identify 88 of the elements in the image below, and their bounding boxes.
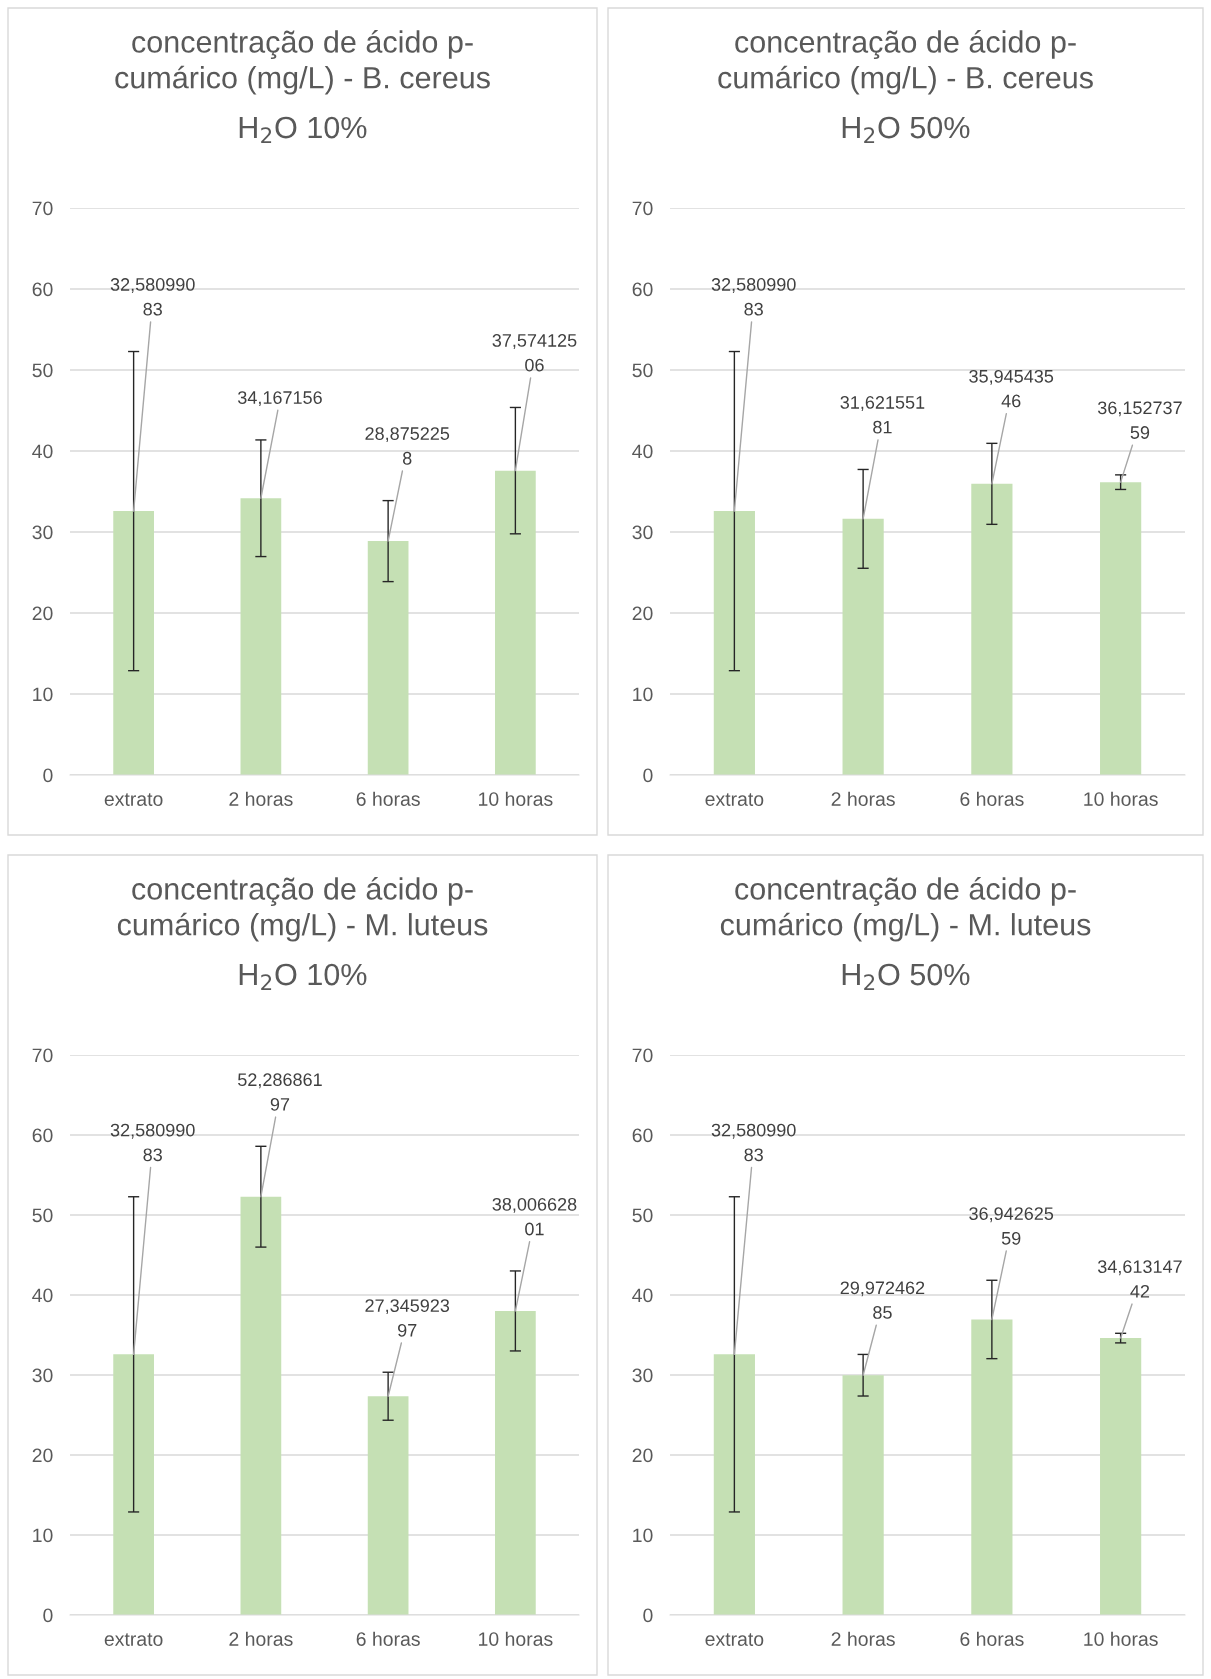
data-label: 36,152737 59 bbox=[1097, 401, 1182, 439]
x-tick-label: extrato bbox=[705, 1633, 764, 1646]
x-tick-label: 2 horas bbox=[229, 1631, 293, 1646]
y-tick-label: 70 bbox=[32, 201, 53, 216]
x-tick-label: 6 horas bbox=[960, 791, 1024, 806]
data-label: 27,345923 97 bbox=[365, 1299, 450, 1337]
x-tick-label: 10 horas bbox=[1084, 791, 1158, 806]
chart-title: concentração de ácido p- cumárico (mg/L) - M. luteus bbox=[720, 877, 1091, 942]
y-tick-label: 40 bbox=[32, 444, 53, 459]
y-tick-label: 10 bbox=[633, 687, 653, 702]
y-tick-label: 50 bbox=[632, 1208, 653, 1223]
y-tick-label: 60 bbox=[632, 282, 653, 297]
bar bbox=[842, 1375, 884, 1615]
bar bbox=[113, 511, 154, 775]
bar bbox=[1100, 482, 1142, 775]
data-label: 37,574125 06 bbox=[492, 334, 577, 372]
x-tick-label: 10 horas bbox=[1084, 1631, 1158, 1646]
data-label: 36,942625 59 bbox=[969, 1207, 1054, 1245]
y-tick-label: 20 bbox=[632, 606, 653, 621]
data-label: 32,580990 83 bbox=[110, 278, 195, 316]
x-tick-label: 2 horas bbox=[831, 791, 895, 806]
data-label: 29,972462 85 bbox=[840, 1281, 925, 1319]
bar bbox=[713, 1354, 755, 1615]
x-tick-label: 6 horas bbox=[356, 791, 420, 806]
y-tick-label: 50 bbox=[32, 363, 53, 378]
y-tick-label: 20 bbox=[32, 1448, 53, 1463]
x-tick-label: extrato bbox=[104, 1633, 163, 1646]
bar bbox=[713, 511, 755, 775]
chart-title: concentração de ácido p- cumárico (mg/L) - B. cereus bbox=[115, 30, 490, 95]
y-tick-label: 60 bbox=[32, 282, 53, 297]
x-tick-label: 6 horas bbox=[960, 1631, 1024, 1646]
chart-subtitle: H$_{2}$O 50% bbox=[842, 116, 970, 144]
data-label: 38,006628 01 bbox=[492, 1197, 577, 1236]
chart-subtitle: H$_{2}$O 50% bbox=[842, 963, 970, 991]
data-label: 32,580990 83 bbox=[110, 1123, 195, 1162]
y-tick-label: 70 bbox=[632, 1048, 653, 1063]
bar bbox=[971, 1319, 1013, 1615]
y-tick-label: 70 bbox=[32, 1048, 53, 1063]
x-tick-label: extrato bbox=[705, 793, 764, 806]
y-tick-label: 0 bbox=[43, 1608, 53, 1623]
data-label: 32,580990 83 bbox=[711, 278, 796, 316]
bar bbox=[367, 1396, 409, 1615]
y-tick-label: 60 bbox=[32, 1128, 53, 1143]
y-tick-label: 10 bbox=[33, 687, 53, 702]
bar bbox=[495, 1310, 536, 1615]
x-tick-label: 2 horas bbox=[229, 791, 293, 806]
x-tick-label: extrato bbox=[104, 793, 163, 806]
x-tick-label: 2 horas bbox=[831, 1631, 895, 1646]
bar bbox=[240, 1196, 282, 1615]
y-tick-label: 40 bbox=[632, 1288, 653, 1303]
x-tick-label: 6 horas bbox=[356, 1631, 420, 1646]
bar bbox=[495, 470, 536, 775]
bar bbox=[842, 518, 884, 775]
y-tick-label: 60 bbox=[632, 1128, 653, 1143]
y-tick-label: 30 bbox=[632, 525, 653, 540]
data-label: 34,167156 bbox=[237, 391, 322, 407]
y-tick-label: 40 bbox=[632, 444, 653, 459]
y-tick-label: 50 bbox=[32, 1208, 53, 1223]
bar bbox=[971, 483, 1013, 775]
chart-title: concentração de ácido p- cumárico (mg/L) - B. cereus bbox=[718, 30, 1093, 95]
bar bbox=[1100, 1338, 1142, 1615]
y-tick-label: 20 bbox=[32, 606, 53, 621]
bar bbox=[113, 1354, 154, 1615]
chart-subtitle: H$_{2}$O 10% bbox=[239, 963, 367, 991]
bar bbox=[367, 541, 409, 775]
y-tick-label: 30 bbox=[32, 1368, 53, 1383]
data-label: 31,621551 81 bbox=[840, 396, 925, 434]
y-tick-label: 0 bbox=[643, 768, 653, 783]
bar bbox=[240, 498, 282, 775]
chart-title: concentração de ácido p- cumárico (mg/L) - M. luteus bbox=[117, 877, 488, 942]
x-tick-label: 10 horas bbox=[479, 1631, 553, 1646]
data-label: 35,945435 46 bbox=[969, 369, 1054, 408]
x-tick-label: 10 horas bbox=[479, 791, 553, 806]
y-tick-label: 0 bbox=[43, 768, 53, 783]
y-tick-label: 20 bbox=[632, 1448, 653, 1463]
y-tick-label: 0 bbox=[643, 1608, 653, 1623]
data-label: 28,875225 8 bbox=[365, 427, 450, 465]
data-label: 34,613147 42 bbox=[1097, 1260, 1182, 1298]
y-tick-label: 10 bbox=[33, 1528, 53, 1543]
data-label: 32,580990 83 bbox=[711, 1123, 796, 1162]
y-tick-label: 10 bbox=[633, 1528, 653, 1543]
y-tick-label: 30 bbox=[632, 1368, 653, 1383]
data-label: 52,286861 97 bbox=[238, 1073, 322, 1111]
y-tick-label: 40 bbox=[32, 1288, 53, 1303]
y-tick-label: 50 bbox=[632, 363, 653, 378]
y-tick-label: 30 bbox=[32, 525, 53, 540]
y-tick-label: 70 bbox=[632, 201, 653, 216]
chart-subtitle: H$_{2}$O 10% bbox=[239, 116, 367, 144]
